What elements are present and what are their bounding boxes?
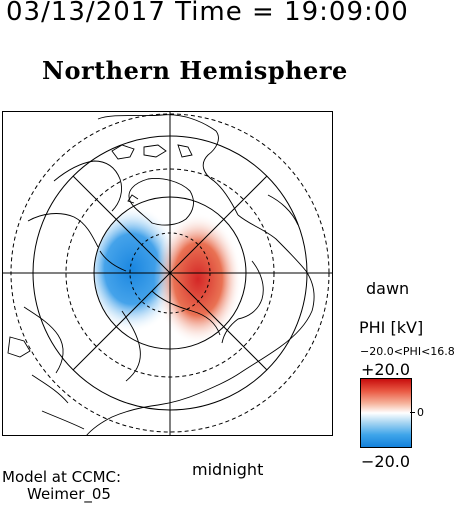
colorbar bbox=[360, 378, 412, 448]
plot-title: Northern Hemisphere bbox=[42, 56, 348, 85]
polar-map bbox=[2, 111, 333, 436]
midnight-label: midnight bbox=[192, 460, 264, 479]
colorbar-zero-tick bbox=[410, 412, 415, 413]
model-name: Weimer_05 bbox=[27, 485, 111, 503]
colorbar-max-label: +20.0 bbox=[361, 360, 411, 379]
polar-map-svg bbox=[2, 111, 333, 436]
colorbar-min-label: −20.0 bbox=[361, 452, 411, 471]
colorbar-range: −20.0<PHI<16.8 bbox=[360, 345, 455, 358]
positive-cell bbox=[154, 213, 242, 345]
timestamp: 03/13/2017 Time = 19:09:00 bbox=[6, 0, 409, 27]
colorbar-mid-label: 0 bbox=[417, 406, 424, 419]
coastlines bbox=[7, 114, 315, 436]
model-credit: Model at CCMC: bbox=[2, 468, 122, 486]
colorbar-title: PHI [kV] bbox=[359, 318, 424, 337]
dawn-label: dawn bbox=[366, 279, 410, 298]
